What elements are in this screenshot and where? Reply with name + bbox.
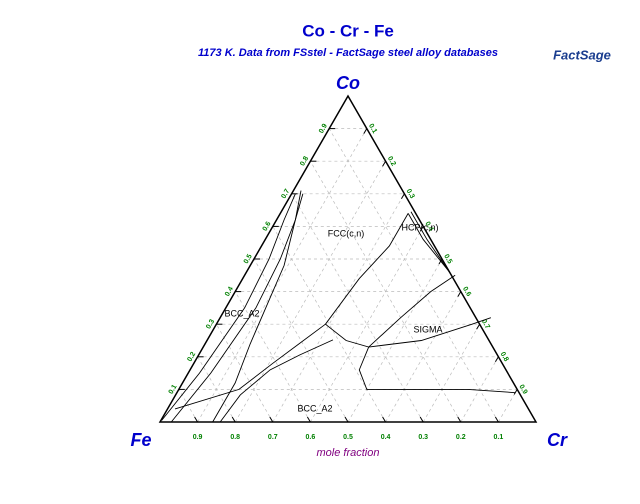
chart-subtitle: 1173 K. Data from FSstel - FactSage stee… [198, 47, 498, 59]
tick-mark [382, 160, 387, 167]
tick-label: 0.6 [262, 221, 273, 233]
tick-label: 0.9 [517, 384, 528, 396]
tick-mark [457, 291, 462, 297]
tick-label: 0.2 [456, 434, 466, 441]
tick-label: 0.7 [280, 188, 291, 200]
tick-label: 0.9 [318, 123, 329, 135]
tick-mark [231, 416, 236, 423]
phase-label: HCP(c,n) [401, 222, 438, 232]
tick-label: 0.3 [418, 434, 428, 441]
tick-label: 0.5 [243, 253, 254, 265]
tick-label: 0.5 [343, 434, 353, 441]
tick-label: 0.4 [423, 221, 434, 233]
chart-title: Co - Cr - Fe [302, 21, 394, 40]
phase-label: SIGMA [413, 324, 442, 334]
phase-label: BCC_A2 [297, 403, 332, 413]
tick-label: 0.1 [168, 384, 179, 396]
tick-label: 0.1 [367, 123, 378, 135]
grid-line [197, 128, 368, 423]
tick-mark [513, 389, 518, 395]
grid-line [385, 291, 462, 423]
phase-boundary [407, 213, 450, 273]
grid-line [291, 193, 424, 423]
grid-line [422, 324, 480, 423]
grid-line [328, 128, 499, 423]
grid-line [216, 324, 274, 423]
tick-mark [419, 416, 424, 423]
grid-line [197, 356, 236, 423]
corner-label: Cr [547, 430, 568, 450]
tick-label: 0.3 [205, 318, 216, 330]
phase-boundary [325, 213, 409, 325]
phase-label: BCC_A2 [224, 308, 259, 318]
phase-label: FCC(c,n) [328, 228, 365, 238]
phase-boundary [410, 211, 451, 274]
tick-label: 0.8 [230, 434, 240, 441]
tick-label: 0.6 [461, 286, 472, 298]
tick-label: 0.5 [442, 253, 453, 265]
tick-mark [494, 356, 499, 363]
tick-label: 0.8 [499, 351, 510, 363]
tick-mark [494, 416, 499, 423]
phase-boundary [358, 346, 516, 394]
tick-mark [382, 416, 387, 423]
tick-label: 0.6 [306, 434, 316, 441]
phase-boundary [368, 317, 492, 348]
logo: FactSage [553, 47, 611, 62]
grid-line [253, 258, 349, 423]
phase-boundary [212, 190, 302, 423]
tick-mark [344, 416, 349, 423]
tick-label: 0.8 [299, 155, 310, 167]
tick-label: 0.3 [405, 188, 416, 200]
tick-mark [363, 128, 368, 134]
phase-boundary [325, 274, 456, 348]
axis-label: mole fraction [317, 447, 380, 459]
tick-label: 0.1 [494, 434, 504, 441]
tick-label: 0.7 [480, 318, 491, 330]
frame [158, 94, 538, 423]
phase-boundary [161, 193, 296, 421]
tick-mark [476, 323, 481, 330]
tick-mark [306, 416, 311, 423]
grid-line [347, 258, 443, 423]
corner-label: Co [336, 73, 360, 93]
tick-label: 0.7 [268, 434, 278, 441]
tick-mark [400, 193, 405, 200]
tick-label: 0.4 [224, 286, 235, 298]
tick-mark [457, 416, 462, 423]
tick-mark [419, 226, 424, 232]
tick-label: 0.2 [386, 155, 397, 167]
phase-boundary [174, 323, 326, 410]
tick-label: 0.9 [193, 434, 203, 441]
grid-line [272, 193, 405, 423]
tick-label: 0.4 [381, 434, 391, 441]
phase-boundary [219, 339, 334, 423]
tick-mark [194, 416, 199, 423]
grid-line [498, 389, 518, 423]
tick-label: 0.2 [186, 351, 197, 363]
grid-line [310, 161, 462, 423]
tick-mark [269, 416, 274, 423]
grid-line [234, 291, 311, 423]
corner-label: Fe [130, 430, 151, 450]
